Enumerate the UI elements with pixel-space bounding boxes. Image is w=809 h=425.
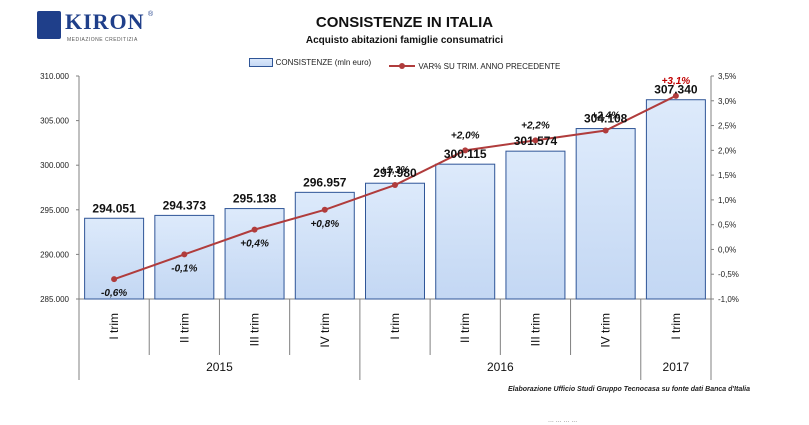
y-left-tick-label: 305.000	[40, 117, 69, 126]
bar-value-label: 304.108	[584, 112, 628, 126]
bar-value-label: 294.373	[163, 198, 207, 212]
y-right-tick-label: -1,0%	[718, 295, 739, 304]
bar-value-label: 307.340	[654, 83, 698, 97]
brand-registered: ®	[148, 11, 154, 18]
bar	[435, 163, 496, 300]
x-tick-label: III trim	[528, 313, 542, 346]
line-point	[392, 182, 398, 189]
x-tick-label: I trim	[107, 313, 121, 340]
legend-bar-label: CONSISTENZE (mln euro)	[275, 58, 372, 67]
bar	[84, 217, 145, 300]
y-right-tick-label: 1,0%	[718, 196, 736, 205]
y-left-tick-label: 310.000	[40, 72, 69, 81]
x-tick-label: I trim	[388, 313, 402, 340]
bar-value-label: 301.574	[514, 134, 558, 148]
source-note: Elaborazione Ufficio Studi Gruppo Tecnoc…	[507, 386, 750, 393]
y-right-tick-label: -0,5%	[718, 270, 739, 279]
bar	[224, 208, 285, 300]
brand-subtitle: MEDIAZIONE CREDITIZIA	[67, 37, 138, 43]
chart-title: CONSISTENZE IN ITALIA	[315, 14, 494, 31]
legend-line-swatch	[389, 63, 416, 69]
y-right-tick-label: 0,0%	[718, 245, 736, 254]
line-value-label: +2,4%	[591, 111, 620, 122]
x-tick-label: II trim	[177, 313, 191, 343]
line-value-label: -0,1%	[171, 263, 197, 274]
line-value-label: +1,3%	[381, 165, 410, 176]
chart-subtitle: Acquisto abitazioni famiglie consumatric…	[305, 35, 504, 46]
line-value-label: +2,0%	[451, 130, 480, 141]
bar-value-label: 297.980	[373, 166, 417, 180]
line-point	[111, 276, 118, 283]
y-right-tick-label: 2,0%	[718, 146, 736, 155]
line-point	[251, 226, 258, 233]
line-value-label: +0,8%	[310, 219, 339, 230]
logo-icon	[37, 11, 61, 39]
line-value-label: +0,4%	[240, 239, 269, 250]
line-point	[321, 206, 328, 213]
y-left-tick-label: 290.000	[40, 250, 69, 259]
faint-footer-text: ... ... ... ...	[548, 417, 578, 424]
x-tick-label: III trim	[248, 313, 262, 346]
year-label: 2017	[663, 360, 690, 374]
line-value-label: -0,6%	[101, 288, 127, 299]
x-tick-label: IV trim	[599, 313, 613, 348]
brand-logo: KIRON ® MEDIAZIONE CREDITIZIA	[37, 9, 155, 45]
line-point	[672, 92, 679, 99]
x-tick-label: IV trim	[318, 313, 332, 348]
legend-item-line: VAR% SU TRIM. ANNO PRECEDENTE	[389, 62, 560, 71]
bar	[645, 99, 706, 300]
legend-bar-swatch	[248, 58, 273, 67]
year-label: 2016	[487, 360, 514, 374]
y-right-tick-label: 0,5%	[718, 221, 736, 230]
line-point	[462, 147, 469, 154]
y-left-tick-label: 295.000	[40, 206, 69, 215]
bar-value-label: 296.957	[303, 175, 347, 189]
x-tick-label: II trim	[458, 313, 472, 343]
legend-line-label: VAR% SU TRIM. ANNO PRECEDENTE	[418, 61, 561, 71]
line-point	[602, 127, 609, 134]
legend-item-bars: CONSISTENZE (mln euro)	[248, 58, 372, 67]
y-right-tick-label: 1,5%	[718, 171, 736, 180]
bar	[575, 128, 636, 300]
brand-name: KIRON	[65, 9, 145, 34]
line-value-label: +2,2%	[521, 120, 550, 131]
y-right-tick-label: 3,5%	[718, 72, 736, 81]
bar-value-label: 300.115	[444, 147, 487, 161]
y-right-tick-label: 2,5%	[718, 122, 736, 131]
line-point	[181, 251, 188, 258]
bar	[505, 150, 566, 300]
chart-legend: CONSISTENZE (mln euro) VAR% SU TRIM. ANN…	[0, 58, 809, 71]
line-point	[532, 137, 539, 144]
year-label: 2015	[206, 360, 233, 374]
bar-value-label: 295.138	[233, 192, 277, 206]
y-right-tick-label: 3,0%	[718, 97, 736, 106]
y-left-tick-label: 285.000	[40, 295, 69, 304]
y-left-tick-label: 300.000	[40, 161, 69, 170]
x-tick-label: I trim	[669, 313, 683, 340]
line-value-label: +3,1%	[662, 76, 691, 87]
bar-value-label: 294.051	[92, 201, 136, 215]
bar	[365, 182, 425, 300]
